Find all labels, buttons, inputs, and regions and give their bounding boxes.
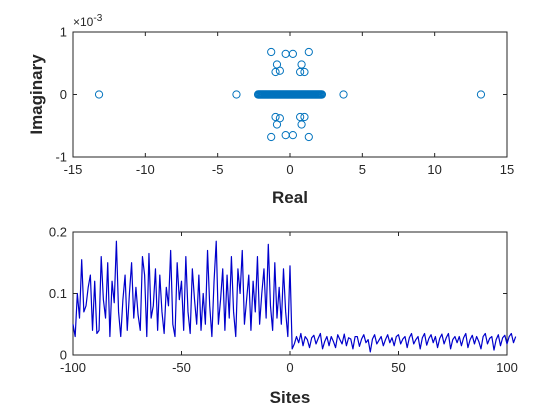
x-tick-label: 100 [496, 360, 518, 375]
root-marker [267, 132, 276, 142]
y-tick-label: 0.2 [49, 225, 67, 240]
root-marker [288, 131, 297, 140]
top-x-axis-label: Real [272, 188, 308, 207]
root-marker [304, 132, 313, 142]
root-marker [300, 67, 309, 77]
bottom-x-axis-label: Sites [270, 388, 311, 407]
x-tick-label: -10 [136, 162, 155, 177]
top-axes: -15 -10 -5 0 5 10 15 -101 Real Imaginary ×10-3 [27, 13, 514, 207]
root-marker [297, 120, 306, 129]
bottom-axes: -100 -50 0 50 100 0 0.1 0.2 Sites [49, 225, 518, 408]
root-marker [232, 90, 241, 99]
bottom-y-ticks: 0 0.1 0.2 [49, 225, 507, 363]
x-tick-label: -15 [64, 162, 83, 177]
y-tick-label: 1 [60, 25, 67, 40]
root-marker [288, 49, 297, 58]
x-tick-label: -50 [172, 360, 191, 375]
root-marker [267, 47, 276, 57]
root-marker [476, 90, 486, 99]
y-tick-label: 0 [60, 348, 67, 363]
root-marker [275, 114, 284, 123]
top-plot-area [94, 47, 486, 142]
bottom-x-ticks: -100 -50 0 50 100 [60, 232, 518, 375]
bottom-plot-area [72, 240, 517, 353]
root-marker [271, 67, 280, 77]
series-line [72, 240, 517, 353]
root-marker [297, 60, 306, 69]
top-x-ticks: -15 -10 -5 0 5 10 15 [64, 32, 514, 177]
root-marker [296, 112, 305, 122]
root-marker [304, 47, 313, 57]
root-marker [275, 66, 284, 75]
root-marker [339, 90, 348, 99]
root-marker-dense [317, 90, 327, 99]
top-y-scale-exponent: -3 [93, 13, 102, 24]
x-tick-label: 15 [500, 162, 514, 177]
top-y-scale-factor: ×10-3 [73, 13, 103, 29]
top-y-scale-base: ×10 [73, 15, 94, 29]
x-tick-label: 0 [286, 360, 293, 375]
root-marker [300, 112, 309, 122]
y-tick-label: -1 [55, 150, 67, 165]
x-tick-label: 10 [427, 162, 441, 177]
root-marker [271, 112, 280, 122]
x-tick-label: -100 [60, 360, 86, 375]
top-y-axis-label: Imaginary [27, 54, 46, 135]
x-tick-label: 0 [286, 162, 293, 177]
x-tick-label: 5 [359, 162, 366, 177]
y-tick-label: 0 [60, 87, 67, 102]
root-marker [94, 90, 104, 99]
x-tick-label: 50 [391, 360, 405, 375]
top-y-ticks: -1 0 1 [55, 25, 507, 165]
y-tick-label: 0.1 [49, 286, 67, 301]
root-marker [296, 67, 305, 77]
x-tick-label: -5 [212, 162, 224, 177]
